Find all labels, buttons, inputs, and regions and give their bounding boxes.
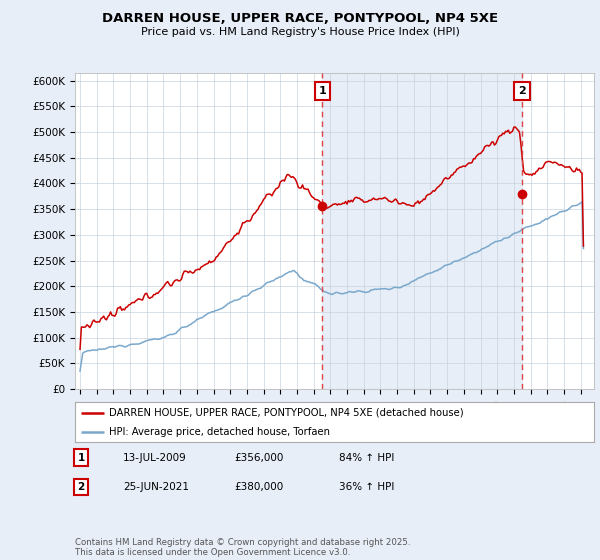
Text: 36% ↑ HPI: 36% ↑ HPI [339, 482, 394, 492]
Text: 1: 1 [77, 452, 85, 463]
Text: 2: 2 [77, 482, 85, 492]
Text: £356,000: £356,000 [234, 452, 283, 463]
Text: DARREN HOUSE, UPPER RACE, PONTYPOOL, NP4 5XE (detached house): DARREN HOUSE, UPPER RACE, PONTYPOOL, NP4… [109, 408, 463, 418]
Text: 13-JUL-2009: 13-JUL-2009 [123, 452, 187, 463]
Text: HPI: Average price, detached house, Torfaen: HPI: Average price, detached house, Torf… [109, 427, 330, 437]
Text: DARREN HOUSE, UPPER RACE, PONTYPOOL, NP4 5XE: DARREN HOUSE, UPPER RACE, PONTYPOOL, NP4… [102, 12, 498, 25]
Text: 25-JUN-2021: 25-JUN-2021 [123, 482, 189, 492]
Text: Contains HM Land Registry data © Crown copyright and database right 2025.
This d: Contains HM Land Registry data © Crown c… [75, 538, 410, 557]
Text: 84% ↑ HPI: 84% ↑ HPI [339, 452, 394, 463]
Text: £380,000: £380,000 [234, 482, 283, 492]
Bar [322, 73, 522, 389]
Text: 2: 2 [518, 86, 526, 96]
Text: 1: 1 [319, 86, 326, 96]
Text: Price paid vs. HM Land Registry's House Price Index (HPI): Price paid vs. HM Land Registry's House … [140, 27, 460, 37]
